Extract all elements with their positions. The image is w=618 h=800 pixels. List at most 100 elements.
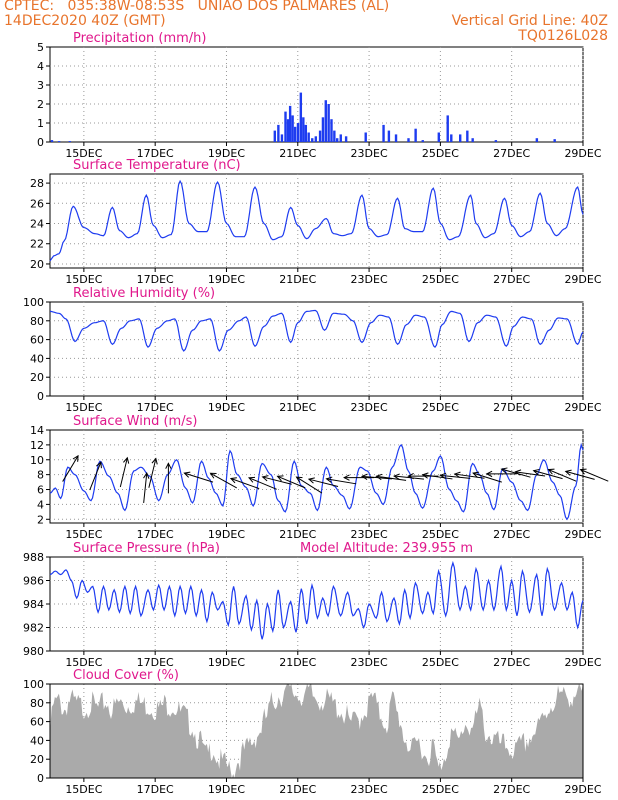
wind-ytick-label: 12 <box>30 439 44 452</box>
precip-xtick-label: 19DEC <box>208 147 245 160</box>
precip-bar <box>318 130 322 142</box>
precip-bar <box>304 124 308 142</box>
pressure-xtick-label: 21DEC <box>279 656 316 669</box>
precip-bar <box>471 138 474 142</box>
temp-xtick-label: 17DEC <box>137 273 174 286</box>
rh-ytick-label: 80 <box>30 315 44 328</box>
wind-arrow <box>360 473 392 480</box>
temp-xtick-label: 29DEC <box>564 273 601 286</box>
pressure-xtick-label: 29DEC <box>564 656 601 669</box>
wind-arrow <box>276 475 306 489</box>
precip-bar <box>466 130 469 142</box>
wind-arrow <box>421 472 453 480</box>
precip-ytick-label: 2 <box>37 98 44 111</box>
temp-xtick-label: 19DEC <box>208 273 245 286</box>
pressure-ytick-label: 982 <box>23 622 44 635</box>
cloud-ytick-label: 40 <box>30 734 44 747</box>
precip-bar <box>344 136 348 142</box>
pressure-ytick-label: 988 <box>23 551 44 564</box>
precip-bar <box>450 134 453 142</box>
rh-title: Relative Humidity (%) <box>73 286 215 301</box>
temp-frame <box>49 173 584 269</box>
temp-ytick-label: 20 <box>30 258 44 271</box>
wind-series-line <box>49 442 584 521</box>
wind-ytick-label: 8 <box>37 469 44 482</box>
pressure-ytick-label: 986 <box>23 575 44 588</box>
precip-bar <box>535 138 539 142</box>
wind-xtick-label: 27DEC <box>493 528 530 541</box>
vertical-grid-label: Vertical Grid Line: 40Z <box>451 13 608 29</box>
pressure-xtick-label: 23DEC <box>351 656 388 669</box>
precip-bar <box>311 138 314 142</box>
rh-xtick-label: 19DEC <box>208 401 245 414</box>
wind-xtick-label: 17DEC <box>137 528 174 541</box>
wind-arrow <box>343 474 375 481</box>
rh-ytick-label: 0 <box>37 390 44 403</box>
temp-ytick-label: 22 <box>30 238 44 251</box>
wind-arrow <box>325 476 357 485</box>
cloud-ytick-label: 100 <box>23 678 44 691</box>
precip-bar <box>333 130 336 142</box>
cloud-xtick-label: 21DEC <box>279 783 316 796</box>
wind-arrow <box>532 468 563 480</box>
pressure-subtitle: Model Altitude: 239.955 m <box>300 541 473 556</box>
rh-ytick-label: 40 <box>30 352 44 365</box>
pressure-title: Surface Pressure (hPa) <box>73 541 220 556</box>
wind-ytick-label: 14 <box>30 424 44 437</box>
precip-bar <box>307 132 310 142</box>
precip-bar <box>291 115 294 142</box>
temp-ytick-label: 26 <box>30 197 44 210</box>
pressure-xtick-label: 19DEC <box>208 656 245 669</box>
wind-arrow <box>62 454 79 482</box>
precip-bar <box>68 141 72 142</box>
wind-arrow <box>165 462 172 494</box>
wind-arrow <box>579 468 609 482</box>
temp-xtick-label: 21DEC <box>279 273 316 286</box>
precip-bar <box>459 134 462 142</box>
precip-bar <box>394 134 398 142</box>
precip-bar <box>302 117 305 142</box>
precip-bar <box>50 140 54 142</box>
temp-xtick-label: 25DEC <box>422 273 459 286</box>
precip-bar <box>284 111 287 142</box>
precip-bar <box>296 123 300 142</box>
temp-title: Surface Temperature (nC) <box>73 158 241 173</box>
precip-bar <box>273 130 277 142</box>
temp-ytick-label: 24 <box>30 218 44 231</box>
wind-arrow <box>375 473 407 481</box>
wind-arrow <box>183 471 214 483</box>
precip-bar <box>437 132 441 142</box>
rh-ytick-label: 100 <box>23 296 44 309</box>
rh-xtick-label: 29DEC <box>564 401 601 414</box>
location-header: CPTEC: 035:38W-08:53S UNIAO DOS PALMARES… <box>4 0 390 14</box>
precip-bar <box>382 124 385 142</box>
wind-arrow <box>229 477 260 490</box>
wind-xtick-label: 19DEC <box>208 528 245 541</box>
cloud-xtick-label: 23DEC <box>351 783 388 796</box>
cloud-xtick-label: 29DEC <box>564 783 601 796</box>
pressure-xtick-label: 15DEC <box>65 656 102 669</box>
precip-bar <box>446 115 449 142</box>
wind-arrow <box>485 470 517 478</box>
precip-bar <box>57 141 61 142</box>
precip-xtick-label: 21DEC <box>279 147 316 160</box>
pressure-xtick-label: 17DEC <box>137 656 174 669</box>
precip-bar <box>293 126 297 142</box>
cloud-ytick-label: 60 <box>30 716 44 729</box>
precip-bar <box>288 105 292 142</box>
cloud-area <box>50 684 583 778</box>
cloud-xtick-label: 27DEC <box>493 783 530 796</box>
wind-arrow <box>453 471 485 479</box>
wind-arrow <box>564 469 595 480</box>
wind-title: Surface Wind (m/s) <box>73 414 197 429</box>
rh-xtick-label: 21DEC <box>279 401 316 414</box>
rh-xtick-label: 27DEC <box>493 401 530 414</box>
rh-series-line <box>49 309 584 352</box>
rh-xtick-label: 17DEC <box>137 401 174 414</box>
precip-bar <box>286 119 290 142</box>
wind-arrow <box>500 467 531 478</box>
rh-frame <box>49 301 584 397</box>
cloud-xtick-label: 15DEC <box>65 783 102 796</box>
wind-xtick-label: 23DEC <box>351 528 388 541</box>
